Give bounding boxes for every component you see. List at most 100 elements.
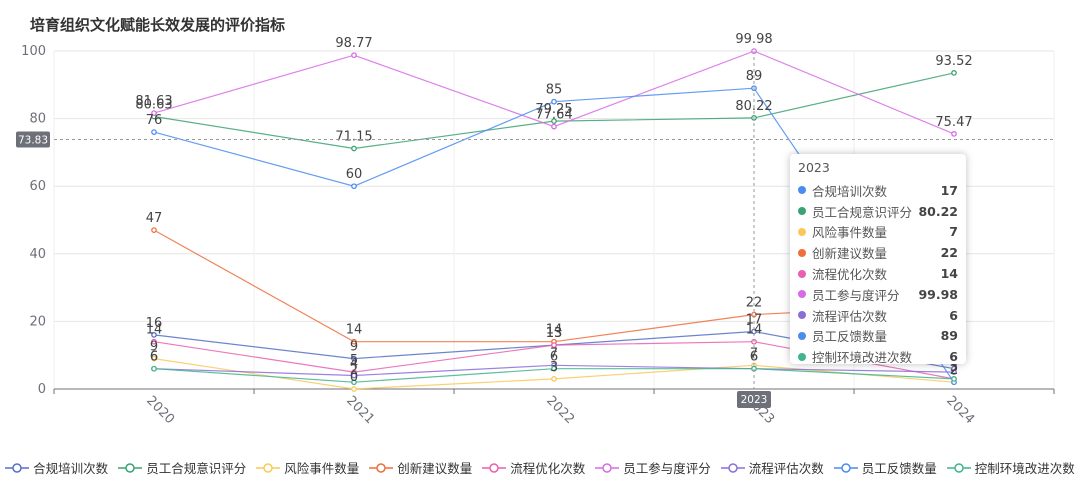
tooltip-series-value: 99.98 bbox=[918, 286, 958, 302]
data-point bbox=[551, 123, 557, 130]
data-label: 3 bbox=[950, 360, 958, 375]
data-point bbox=[151, 365, 157, 372]
legend-label: 创新建议数量 bbox=[397, 461, 473, 476]
tooltip-series-value: 6 bbox=[949, 349, 958, 365]
tooltip-series-value: 80.22 bbox=[918, 203, 958, 219]
legend-label: 流程评估次数 bbox=[748, 461, 824, 476]
legend-item[interactable]: 员工合规意识评分 bbox=[118, 458, 246, 477]
legend-item[interactable]: 流程优化次数 bbox=[482, 458, 585, 477]
legend-item[interactable]: 合规培训次数 bbox=[5, 458, 108, 477]
legend-line-icon bbox=[482, 462, 507, 473]
crosshair-y-badge bbox=[16, 131, 50, 148]
legend-item[interactable]: 员工反馈数量 bbox=[833, 458, 937, 477]
legend-line-icon bbox=[833, 462, 858, 473]
data-point bbox=[151, 355, 157, 362]
data-label: 6 bbox=[550, 350, 558, 365]
legend-item[interactable]: 流程评估次数 bbox=[720, 458, 824, 477]
legend-label: 流程优化次数 bbox=[510, 461, 586, 476]
data-label: 9 bbox=[150, 340, 158, 355]
data-label: 98.77 bbox=[335, 36, 372, 51]
tooltip-title: 2023 bbox=[798, 160, 830, 175]
tooltip-series-name: 员工参与度评分 bbox=[812, 287, 900, 303]
data-point bbox=[551, 376, 557, 382]
tooltip-series-name: 合规培训次数 bbox=[812, 183, 888, 199]
data-point bbox=[551, 342, 557, 348]
x-tick-label: 2021 bbox=[343, 393, 377, 427]
legend-label: 员工反馈数量 bbox=[861, 461, 937, 476]
legend-label: 风险事件数量 bbox=[284, 461, 360, 476]
tooltip-series-name: 流程评估次数 bbox=[812, 308, 888, 324]
data-label: 76 bbox=[146, 113, 163, 128]
x-tick-label: 2024 bbox=[943, 393, 977, 427]
legend-line-icon bbox=[720, 462, 745, 473]
data-label: 81.63 bbox=[135, 94, 172, 109]
legend-item[interactable]: 控制环境改进次数 bbox=[946, 458, 1075, 477]
y-tick-label: 100 bbox=[21, 44, 46, 59]
tooltip-row: 员工合规意识评分 80.22 bbox=[798, 201, 958, 222]
y-tick-label: 40 bbox=[29, 247, 46, 262]
crosshair-y-value: 73.83 bbox=[18, 134, 48, 146]
legend-line-icon bbox=[946, 462, 971, 473]
data-label: 3 bbox=[950, 360, 958, 375]
data-label: 4 bbox=[350, 357, 358, 372]
data-label: 47 bbox=[146, 211, 163, 226]
data-label: 0 bbox=[350, 370, 358, 385]
tooltip-series-name: 控制环境改进次数 bbox=[812, 350, 913, 366]
tooltip-series-value: 89 bbox=[940, 328, 958, 344]
data-label: 16 bbox=[146, 316, 163, 331]
data-label: 2 bbox=[350, 363, 358, 378]
tooltip-row: 员工反馈数量 89 bbox=[798, 326, 958, 347]
tooltip-dot bbox=[798, 248, 806, 257]
tooltip-series-value: 6 bbox=[949, 307, 958, 323]
data-label: 14 bbox=[146, 323, 163, 338]
tooltip-dot bbox=[798, 331, 806, 340]
data-point bbox=[351, 386, 357, 392]
data-label: 77.64 bbox=[535, 108, 572, 123]
data-point bbox=[151, 227, 157, 233]
tooltip-row: 流程评估次数 6 bbox=[798, 305, 958, 326]
data-label: 2 bbox=[950, 363, 958, 378]
data-point bbox=[951, 70, 957, 76]
tooltip-dot bbox=[798, 186, 806, 195]
tooltip-dot bbox=[798, 269, 806, 278]
data-label: 14 bbox=[546, 323, 563, 338]
legend-line-icon bbox=[256, 462, 281, 473]
data-label: 9 bbox=[350, 340, 358, 355]
y-tick-label: 80 bbox=[29, 112, 46, 127]
data-point bbox=[351, 183, 357, 190]
legend-label: 合规培训次数 bbox=[33, 461, 109, 476]
legend-label: 控制环境改进次数 bbox=[974, 461, 1075, 476]
legend-item[interactable]: 员工参与度评分 bbox=[595, 458, 711, 477]
data-point bbox=[351, 379, 357, 386]
tooltip-series-value: 22 bbox=[940, 245, 958, 261]
tooltip-series-value: 7 bbox=[949, 224, 958, 240]
data-label: 71.15 bbox=[335, 130, 372, 145]
data-label: 99.98 bbox=[735, 32, 772, 47]
data-point bbox=[151, 332, 157, 338]
data-labels: 1691317680.6371.1579.2580.2293.529037247… bbox=[135, 32, 972, 385]
legend-line-icon bbox=[5, 462, 30, 473]
legend-item[interactable]: 风险事件数量 bbox=[256, 458, 359, 477]
data-label: 17 bbox=[746, 313, 763, 328]
data-label: 79.25 bbox=[535, 102, 572, 117]
y-tick-label: 0 bbox=[38, 382, 46, 397]
data-label: 6 bbox=[150, 350, 158, 365]
data-label: 2 bbox=[950, 363, 958, 378]
y-tick-label: 20 bbox=[29, 314, 46, 329]
tooltip-series-name: 员工反馈数量 bbox=[812, 329, 888, 345]
tooltip-row: 风险事件数量 7 bbox=[798, 222, 958, 243]
data-point bbox=[551, 365, 557, 372]
legend-item[interactable]: 创新建议数量 bbox=[369, 458, 472, 477]
data-point bbox=[151, 338, 157, 345]
data-label: 13 bbox=[546, 326, 563, 341]
tooltip-row: 合规培训次数 17 bbox=[798, 180, 958, 201]
tooltip-row: 创新建议数量 22 bbox=[798, 242, 958, 263]
crosshair-x-badge bbox=[737, 391, 771, 408]
data-label: 14 bbox=[346, 323, 363, 338]
tooltip-row: 员工参与度评分 99.98 bbox=[798, 284, 958, 305]
data-label: 93.52 bbox=[935, 54, 972, 69]
legend-line-icon bbox=[369, 462, 394, 473]
tooltip-series-name: 创新建议数量 bbox=[812, 246, 888, 262]
tooltip-series-name: 风险事件数量 bbox=[812, 225, 888, 241]
